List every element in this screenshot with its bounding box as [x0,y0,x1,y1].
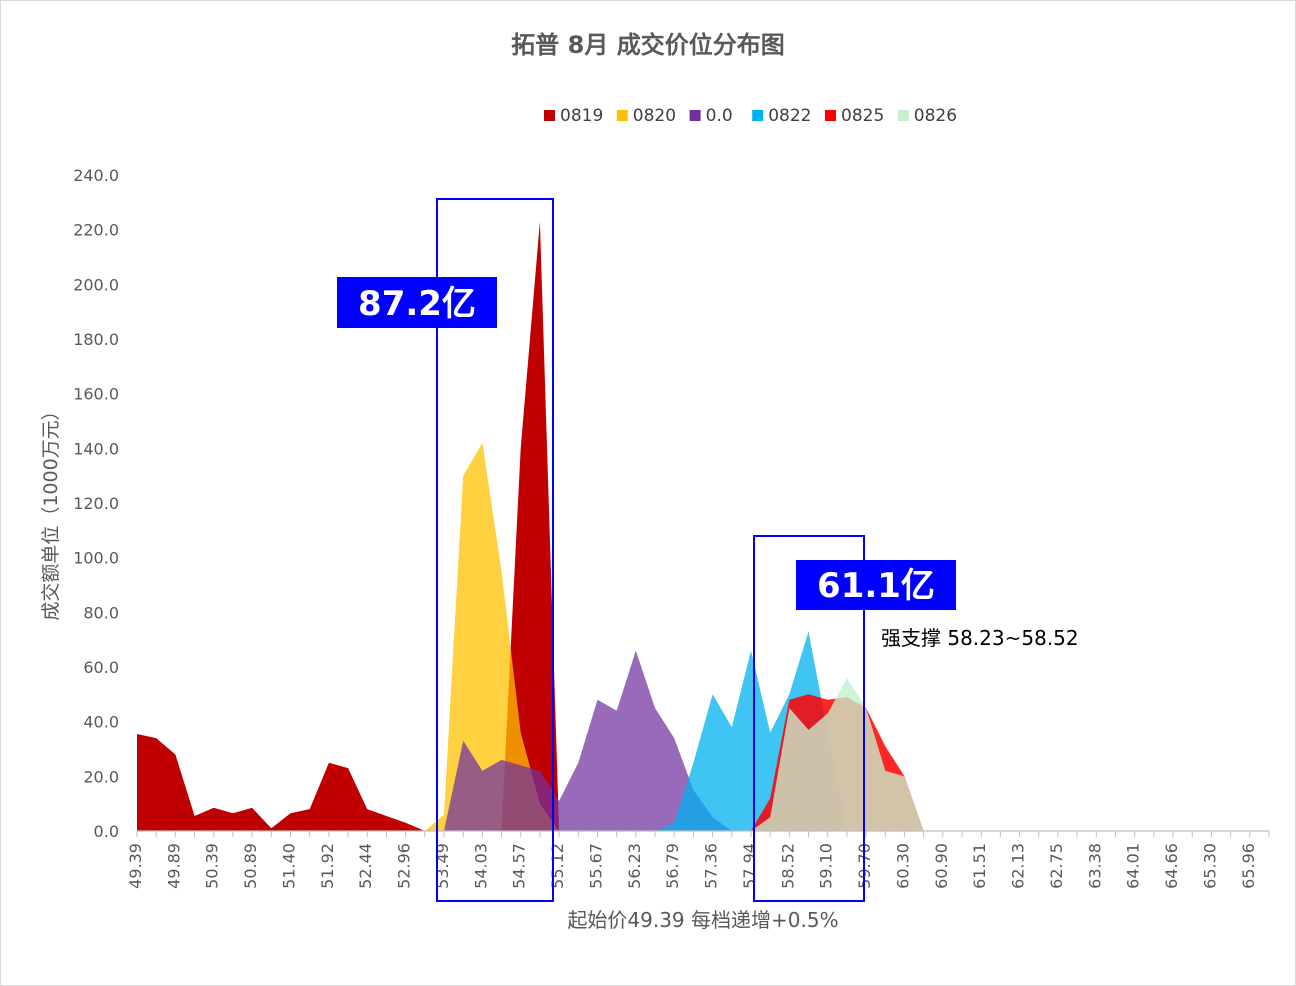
legend-swatch [897,110,909,121]
x-axis-title: 起始价49.39 每档递增+0.5% [567,908,838,932]
y-tick-label: 240.0 [73,166,119,185]
chart-title: 拓普 8月 成交价位分布图 [511,31,784,59]
series-area-0820 [424,442,560,831]
annotation-box-2: 61.1亿 [753,535,956,902]
x-tick-label: 63.38 [1085,843,1104,889]
x-tick-label: 58.52 [778,843,797,889]
x-tick-label: 65.96 [1239,843,1258,889]
x-tick-label: 60.30 [893,843,912,889]
support-annotation: 强支撑 58.23~58.52 [881,626,1079,650]
legend-swatch [616,110,628,121]
x-tick-label: 50.89 [241,843,260,889]
x-tick-label: 52.44 [356,843,375,889]
x-tick-label: 64.66 [1162,843,1181,889]
annotation-box-1: 87.2亿 [337,198,554,902]
x-tick-label: 50.39 [203,843,222,889]
legend-label: 0.0 [706,106,733,126]
y-tick-label: 180.0 [73,330,119,349]
y-tick-label: 140.0 [73,439,119,458]
x-tick-label: 49.39 [126,843,145,889]
legend-label: 0820 [633,106,676,126]
x-tick-label: 55.12 [548,843,567,889]
legend-label: 0825 [841,106,884,126]
legend-label: 0819 [560,106,603,126]
y-tick-label: 20.0 [83,767,119,786]
legend-item-0819: 0819 [544,106,603,126]
legend-swatch [544,110,555,121]
legend-swatch [689,110,701,121]
legend-item-0826: 0826 [897,106,957,126]
x-tick-label: 53.49 [433,843,452,889]
x-tick-label: 59.10 [817,843,836,889]
annotation-frame-1 [436,198,554,902]
x-tick-label: 51.40 [279,843,298,889]
x-tick-label: 64.01 [1124,843,1143,889]
annotation-label-2: 61.1亿 [817,566,935,606]
x-axis-ticks: 49.39 49.89 50.39 50.89 51.40 51.92 52.44 52.96… [126,831,1270,889]
legend-item-0825: 0825 [825,106,884,126]
x-tick-label: 54.03 [471,843,490,889]
x-tick-label: 62.75 [1047,843,1066,889]
x-tick-label: 60.90 [932,843,951,889]
y-tick-label: 60.0 [83,658,119,677]
x-tick-label: 56.79 [663,843,682,889]
x-tick-label: 51.92 [318,843,337,889]
legend-swatch [752,110,764,121]
x-tick-label: 57.36 [702,843,721,889]
x-tick-label: 65.30 [1200,843,1219,889]
y-tick-label: 120.0 [73,494,119,513]
legend-item-0820: 0820 [616,106,676,126]
y-tick-label: 160.0 [73,385,119,404]
annotation-frame-2 [753,535,865,902]
x-tick-label: 61.51 [970,843,989,889]
series-area-0826 [750,677,924,831]
x-tick-label: 57.94 [740,843,759,889]
x-tick-label: 52.96 [395,843,414,889]
y-tick-label: 200.0 [73,275,119,294]
y-tick-label: 0.0 [94,822,119,841]
legend-swatch [825,110,836,121]
legend-item-0822: 0822 [752,106,811,126]
x-tick-label: 54.57 [510,843,529,889]
x-tick-label: 49.89 [164,843,183,889]
series-area-0.0 [424,650,732,831]
x-tick-label: 55.67 [586,843,605,889]
y-tick-label: 100.0 [73,549,119,568]
legend-label: 0822 [768,106,811,126]
annotation-label-bg-2 [796,560,956,610]
legend: 0819 0820 0.0 0822 0825 0826 [544,106,957,126]
x-tick-label: 56.23 [625,843,644,889]
legend-label: 0826 [914,106,957,126]
annotation-label-1: 87.2亿 [358,284,476,324]
x-tick-label: 62.13 [1009,843,1028,889]
y-tick-label: 40.0 [83,713,119,732]
y-axis-title: 成交额单位（1000万元） [40,401,62,620]
y-tick-label: 80.0 [83,603,119,622]
annotation-label-bg-1 [337,277,497,328]
plot-areas [137,221,924,831]
y-axis-ticks: 0.0 20.0 40.0 60.0 80.0 100.0 120.0 140.0 160.0 1… [73,166,119,841]
y-tick-label: 220.0 [73,221,119,240]
legend-item-0.0: 0.0 [689,106,733,126]
